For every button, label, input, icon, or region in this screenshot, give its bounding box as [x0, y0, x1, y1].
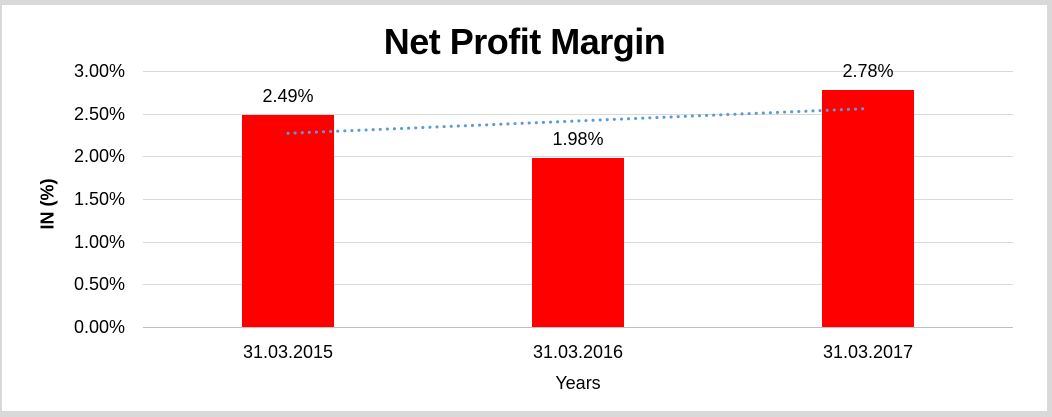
y-tick-label: 3.00%	[73, 61, 125, 81]
chart-canvas: Net Profit Margin IN (%) 0.00% 0.50% 1.00%…	[2, 5, 1047, 411]
bar-31.03.2016	[532, 158, 624, 327]
x-tick-label: 31.03.2016	[532, 342, 624, 362]
y-tick-label: 0.50%	[73, 274, 125, 294]
y-tick-label: 1.50%	[73, 189, 125, 209]
y-tick-label: 2.00%	[73, 146, 125, 166]
bar-31.03.2017	[822, 90, 914, 327]
x-tick-label: 31.03.2015	[242, 342, 334, 362]
gridline	[143, 71, 1013, 72]
data-label: 2.49%	[262, 86, 314, 106]
x-axis-line	[143, 327, 1013, 328]
y-tick-label: 1.00%	[73, 232, 125, 252]
x-axis-title: Years	[555, 373, 601, 393]
bar-31.03.2015	[242, 115, 334, 327]
gridline	[143, 156, 1013, 157]
data-label: 1.98%	[552, 129, 604, 149]
y-tick-label: 2.50%	[73, 104, 125, 124]
x-tick-label: 31.03.2017	[822, 342, 914, 362]
data-label: 2.78%	[842, 61, 894, 81]
chart-title: Net Profit Margin	[383, 21, 666, 62]
y-tick-label: 0.00%	[73, 317, 125, 337]
